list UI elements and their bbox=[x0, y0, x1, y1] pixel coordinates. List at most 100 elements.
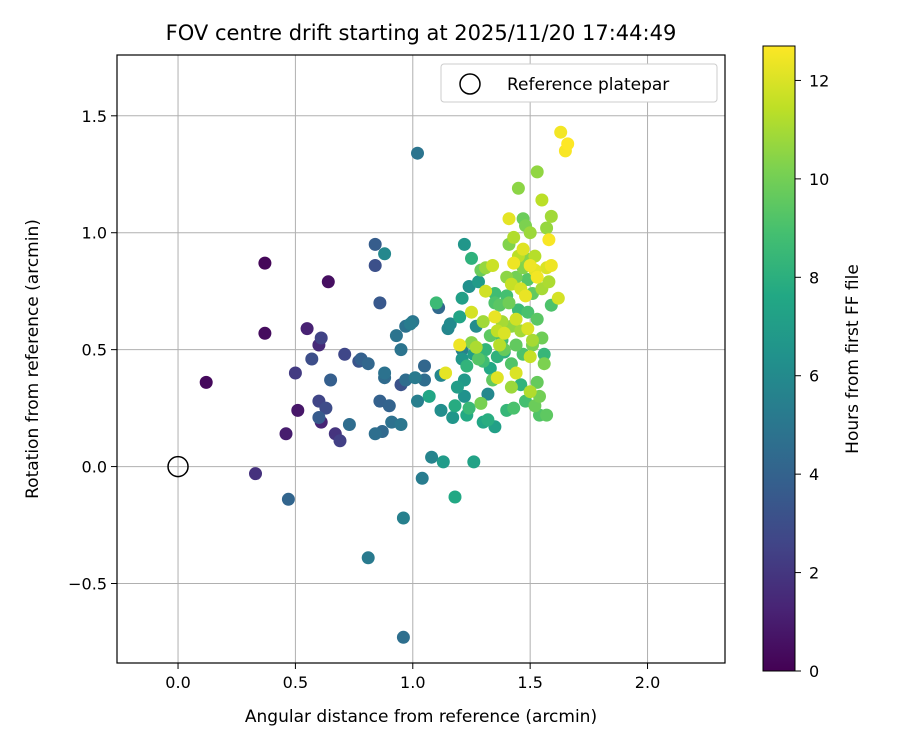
data-point bbox=[479, 284, 493, 298]
data-point bbox=[502, 296, 516, 310]
data-point bbox=[382, 399, 396, 413]
reference-marker bbox=[167, 455, 189, 478]
x-tick-label: 1.0 bbox=[400, 673, 425, 692]
data-point bbox=[448, 399, 462, 413]
data-point bbox=[368, 259, 382, 272]
data-point bbox=[457, 237, 471, 251]
data-point bbox=[373, 296, 387, 310]
data-point bbox=[542, 233, 556, 247]
data-point bbox=[523, 385, 537, 399]
data-point bbox=[488, 310, 502, 324]
data-point bbox=[453, 338, 467, 352]
data-point bbox=[481, 387, 495, 401]
data-point bbox=[425, 450, 439, 464]
data-point bbox=[467, 455, 481, 469]
data-point bbox=[465, 305, 478, 319]
data-point bbox=[368, 427, 382, 441]
y-axis: −0.5 0.0 0.5 1.0 1.5 bbox=[68, 107, 117, 593]
data-point bbox=[554, 125, 568, 139]
legend-box bbox=[440, 63, 718, 103]
data-point bbox=[333, 434, 347, 448]
data-point bbox=[338, 347, 352, 361]
data-point bbox=[453, 310, 467, 324]
data-point bbox=[434, 403, 448, 417]
data-point bbox=[516, 242, 530, 256]
data-point bbox=[324, 373, 338, 387]
data-point bbox=[540, 408, 554, 422]
data-point bbox=[530, 165, 544, 179]
data-point bbox=[519, 289, 532, 303]
data-point bbox=[305, 352, 319, 366]
data-point bbox=[439, 366, 453, 380]
data-point bbox=[199, 375, 213, 389]
data-point bbox=[526, 333, 539, 347]
data-point bbox=[312, 411, 326, 424]
data-point bbox=[530, 312, 544, 326]
data-point bbox=[457, 389, 471, 403]
data-point bbox=[258, 326, 272, 340]
data-point bbox=[523, 259, 537, 272]
colorbar-tick-label: 0 bbox=[809, 662, 819, 681]
data-point bbox=[509, 338, 523, 352]
data-point bbox=[436, 455, 450, 469]
data-point bbox=[378, 366, 392, 380]
data-point bbox=[394, 418, 408, 431]
data-point bbox=[537, 357, 551, 371]
data-point bbox=[418, 359, 431, 373]
data-point bbox=[542, 275, 556, 289]
data-point bbox=[490, 371, 504, 385]
legend-label: Reference platepar bbox=[507, 75, 669, 95]
data-point bbox=[279, 427, 293, 441]
data-point bbox=[507, 230, 521, 244]
y-tick-label: 0.0 bbox=[82, 458, 107, 477]
data-point bbox=[474, 396, 488, 410]
grid bbox=[117, 55, 725, 663]
data-point bbox=[507, 256, 521, 270]
colorbar-tick-label: 12 bbox=[809, 71, 829, 90]
data-point bbox=[321, 275, 335, 289]
data-point bbox=[551, 291, 565, 305]
colorbar-ticks: 0 2 4 6 8 10 12 bbox=[795, 71, 829, 681]
legend: Reference platepar bbox=[440, 63, 718, 103]
data-point bbox=[511, 181, 525, 195]
data-point bbox=[300, 322, 314, 336]
colorbar-tick-label: 10 bbox=[809, 170, 829, 189]
data-point bbox=[249, 467, 262, 481]
data-point bbox=[507, 401, 521, 415]
data-point bbox=[497, 326, 511, 340]
data-point bbox=[422, 389, 436, 403]
data-point bbox=[544, 209, 558, 223]
x-axis-title: Angular distance from reference (arcmin) bbox=[245, 707, 597, 727]
data-point bbox=[493, 338, 507, 352]
data-point bbox=[281, 492, 295, 506]
colorbar-tick-label: 6 bbox=[809, 367, 819, 386]
y-axis-title: Rotation from reference (arcmin) bbox=[23, 219, 43, 499]
colorbar: 0 2 4 6 8 10 12 Hours from first FF file bbox=[762, 45, 863, 681]
data-point bbox=[429, 296, 443, 310]
chart-title: FOV centre drift starting at 2025/11/20 … bbox=[166, 21, 677, 45]
data-point bbox=[450, 380, 464, 394]
data-point bbox=[361, 357, 375, 371]
data-point bbox=[411, 394, 424, 408]
y-tick-label: 0.5 bbox=[82, 341, 107, 360]
data-point bbox=[502, 212, 516, 226]
y-tick-label: 1.0 bbox=[82, 224, 107, 243]
colorbar-tick-label: 8 bbox=[809, 268, 819, 287]
data-point bbox=[258, 256, 272, 270]
data-point bbox=[448, 490, 462, 504]
data-point bbox=[509, 366, 523, 380]
colorbar-gradient bbox=[762, 45, 796, 672]
data-point bbox=[411, 146, 424, 160]
data-point bbox=[504, 380, 518, 394]
data-point bbox=[523, 350, 537, 364]
data-point bbox=[396, 630, 410, 644]
y-tick-label: −0.5 bbox=[68, 574, 107, 593]
data-point bbox=[521, 322, 535, 336]
data-point bbox=[472, 275, 485, 289]
data-point bbox=[342, 418, 356, 431]
data-point bbox=[537, 347, 551, 361]
colorbar-tick-label: 4 bbox=[809, 465, 819, 484]
data-point bbox=[446, 411, 460, 424]
colorbar-title: Hours from first FF file bbox=[843, 264, 863, 454]
colorbar-tick-label: 2 bbox=[809, 564, 819, 583]
